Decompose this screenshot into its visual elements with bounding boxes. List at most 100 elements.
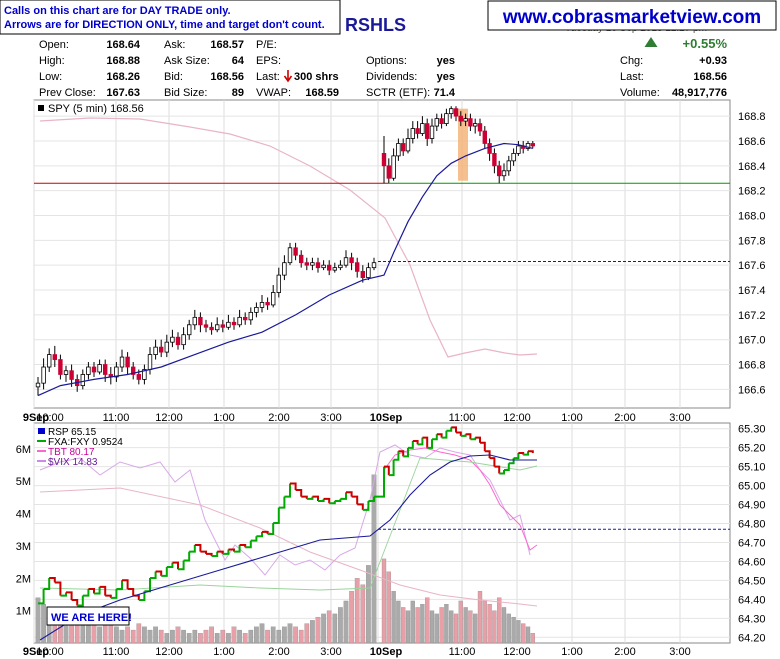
candle xyxy=(439,113,444,129)
candle xyxy=(343,250,349,268)
candle xyxy=(381,136,387,184)
candle xyxy=(198,312,203,333)
candle-body xyxy=(496,165,502,177)
last2-label: Last: xyxy=(620,71,644,83)
candle xyxy=(226,314,231,330)
candle-body xyxy=(448,108,454,115)
volume-bar xyxy=(453,613,459,644)
rsp-step xyxy=(161,567,168,577)
rsp-step xyxy=(388,459,395,477)
x-tick-label: 3:00 xyxy=(320,646,341,658)
y-tick-label: 64.50 xyxy=(738,575,766,587)
y-tick-label: 168.0 xyxy=(738,211,766,223)
candle-body xyxy=(400,143,406,152)
indicator-series xyxy=(35,426,730,644)
rsp-step xyxy=(362,501,370,511)
y-tick-label: 167.6 xyxy=(738,260,766,272)
volume-bar xyxy=(231,626,237,644)
candle xyxy=(453,106,459,122)
rsp-step xyxy=(183,551,191,562)
volume-bar xyxy=(293,626,298,644)
candle xyxy=(410,121,415,144)
rsp-step xyxy=(441,430,448,439)
rsp-step xyxy=(368,496,375,503)
rsp-step xyxy=(127,588,135,596)
candle xyxy=(468,113,473,132)
volume-tick-label: 4M xyxy=(16,509,31,521)
y-tick-label: 64.20 xyxy=(738,632,766,644)
rsp-legend-swatch xyxy=(38,428,45,434)
x-tick-label: 12:00 xyxy=(155,646,183,658)
x-tick-label: 2:00 xyxy=(614,646,635,658)
candle xyxy=(164,334,169,358)
volume-bar xyxy=(91,623,97,644)
rsp-step xyxy=(267,523,275,536)
candle xyxy=(259,294,265,313)
volume-bar xyxy=(119,629,125,644)
candle xyxy=(371,257,377,271)
rsp-step xyxy=(340,492,347,500)
candle-body xyxy=(453,108,459,117)
candle xyxy=(175,332,181,350)
volume-bar xyxy=(415,607,420,644)
high-value: 168.88 xyxy=(106,55,140,67)
volume-bar xyxy=(401,607,406,644)
y-tick-label: 167.0 xyxy=(738,335,766,347)
rsp-step xyxy=(432,434,438,441)
candle-body xyxy=(477,123,483,132)
volume-bar xyxy=(444,604,449,644)
y-tick-label: 168.2 xyxy=(738,186,766,198)
candle-body xyxy=(198,316,203,326)
website-link[interactable]: www.cobrasmarketview.com xyxy=(502,7,761,28)
candle xyxy=(58,354,63,380)
website-box xyxy=(487,0,777,31)
y-tick-label: 168.8 xyxy=(738,111,766,123)
chg-value: +0.93 xyxy=(699,55,727,67)
candle-body xyxy=(415,128,420,134)
y-tick-label: 64.80 xyxy=(738,519,766,531)
open-value: 168.64 xyxy=(106,39,141,51)
rsp-step xyxy=(194,544,202,552)
candle-body xyxy=(270,292,276,306)
rsp-step xyxy=(427,439,433,449)
candle-body xyxy=(164,341,169,353)
candle xyxy=(237,309,242,328)
candle xyxy=(192,309,197,330)
candle-body xyxy=(231,321,237,326)
volume-bar xyxy=(209,626,214,644)
y-tick-label: 167.8 xyxy=(738,235,766,247)
fxa-legend: FXA:FXY 0.9524 xyxy=(48,437,123,448)
x-tick-label: 12:00 xyxy=(503,412,531,424)
volume-bar xyxy=(147,629,153,644)
x-tick-label: 3:00 xyxy=(320,412,341,424)
volume-bar xyxy=(521,623,526,644)
x-tick-label: 10Sep xyxy=(370,412,403,424)
x-tick-label: 1:00 xyxy=(213,412,234,424)
y-tick-label: 64.60 xyxy=(738,556,766,568)
rsp-step xyxy=(374,466,385,498)
x-tick-label: 10:00 xyxy=(36,412,64,424)
volume-label: Volume: xyxy=(620,87,660,99)
rsp-step xyxy=(295,489,303,497)
last-shares: 300 shrs xyxy=(294,71,339,83)
volume-bar xyxy=(181,629,186,644)
rsp-step xyxy=(528,450,534,453)
rsp-step xyxy=(172,561,179,570)
volume-bar xyxy=(186,633,192,644)
sma-line xyxy=(39,487,538,607)
volume-bar xyxy=(338,607,343,644)
volume-bar xyxy=(203,629,209,644)
rsp-step xyxy=(312,495,319,502)
candle-body xyxy=(69,370,74,380)
candle-body xyxy=(506,160,511,172)
volume-bar xyxy=(158,629,164,644)
spy-legend-swatch xyxy=(38,105,44,111)
x-tick-label: 11:00 xyxy=(103,646,130,658)
candle xyxy=(282,255,287,281)
y-tick-label: 167.4 xyxy=(738,285,766,297)
volume-bar xyxy=(86,623,91,644)
bidsize-value: 89 xyxy=(232,87,244,99)
volume-bar xyxy=(381,558,387,644)
candle-body xyxy=(41,366,46,384)
